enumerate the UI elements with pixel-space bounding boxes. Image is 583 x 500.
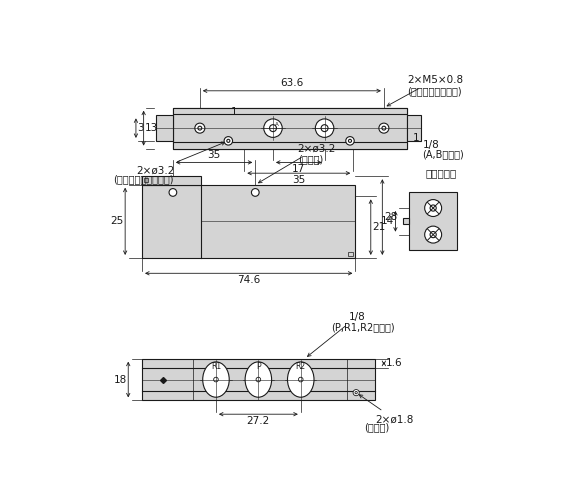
- Text: 2×ø1.8: 2×ø1.8: [359, 394, 414, 424]
- Text: 1/8: 1/8: [422, 140, 439, 149]
- Text: (呼吸穴): (呼吸穴): [364, 422, 389, 432]
- Circle shape: [379, 123, 389, 133]
- Text: 28: 28: [384, 212, 397, 222]
- Circle shape: [256, 377, 261, 382]
- Bar: [143, 178, 148, 182]
- Circle shape: [269, 124, 276, 132]
- Circle shape: [298, 377, 303, 382]
- Bar: [173, 108, 407, 148]
- Text: 17: 17: [292, 164, 305, 174]
- Text: 18: 18: [114, 374, 127, 384]
- Text: (P,R1,R2ポート): (P,R1,R2ポート): [332, 322, 395, 332]
- Text: 25: 25: [110, 216, 124, 226]
- Text: 1: 1: [231, 106, 238, 117]
- Bar: [142, 176, 201, 184]
- Bar: [349, 252, 353, 256]
- Circle shape: [315, 119, 334, 138]
- Circle shape: [321, 124, 328, 132]
- Bar: [173, 142, 407, 148]
- Circle shape: [353, 390, 359, 396]
- Bar: [142, 184, 356, 258]
- Text: 2×ø3.2: 2×ø3.2: [136, 142, 225, 176]
- Text: 14: 14: [381, 216, 394, 226]
- Circle shape: [430, 205, 436, 211]
- Text: 1: 1: [413, 133, 420, 143]
- Text: (マニホールド取付用): (マニホールド取付用): [114, 174, 174, 184]
- Text: 27.2: 27.2: [247, 416, 270, 426]
- Circle shape: [424, 226, 441, 243]
- Text: (A,Bポート): (A,Bポート): [422, 149, 464, 159]
- Text: 74.6: 74.6: [237, 275, 261, 285]
- Circle shape: [346, 136, 354, 145]
- Circle shape: [227, 140, 230, 142]
- Text: (パイロットポート): (パイロットポート): [407, 86, 462, 96]
- Text: R2: R2: [296, 362, 306, 371]
- Text: 63.6: 63.6: [280, 78, 304, 88]
- Ellipse shape: [245, 362, 272, 397]
- Circle shape: [430, 232, 436, 237]
- Bar: [407, 116, 421, 141]
- Bar: [403, 218, 409, 224]
- Text: 2×ø3.2: 2×ø3.2: [258, 143, 336, 183]
- Circle shape: [198, 126, 202, 130]
- Bar: [409, 192, 457, 250]
- Text: 3: 3: [138, 123, 144, 133]
- Text: 35: 35: [292, 174, 305, 184]
- Bar: [156, 116, 173, 141]
- Ellipse shape: [203, 362, 229, 397]
- Circle shape: [251, 188, 259, 196]
- Ellipse shape: [287, 362, 314, 397]
- Circle shape: [382, 126, 386, 130]
- Circle shape: [355, 392, 357, 394]
- Circle shape: [224, 136, 233, 145]
- Circle shape: [169, 188, 177, 196]
- Text: 1/8: 1/8: [307, 312, 365, 356]
- Text: 2×M5×0.8: 2×M5×0.8: [387, 74, 463, 106]
- Circle shape: [424, 200, 441, 216]
- Text: P: P: [256, 362, 261, 371]
- Text: A: A: [275, 122, 278, 126]
- Text: 21: 21: [373, 222, 385, 232]
- Text: 1.6: 1.6: [385, 358, 402, 368]
- Text: R1: R1: [211, 362, 221, 371]
- Circle shape: [349, 140, 352, 142]
- Text: マニュアル: マニュアル: [425, 168, 456, 178]
- Text: (取付用): (取付用): [298, 154, 323, 164]
- Circle shape: [195, 123, 205, 133]
- Text: 35: 35: [208, 150, 221, 160]
- Text: 13: 13: [145, 123, 159, 133]
- Bar: [173, 108, 407, 114]
- Circle shape: [213, 377, 218, 382]
- Bar: [142, 359, 375, 401]
- Circle shape: [264, 119, 282, 138]
